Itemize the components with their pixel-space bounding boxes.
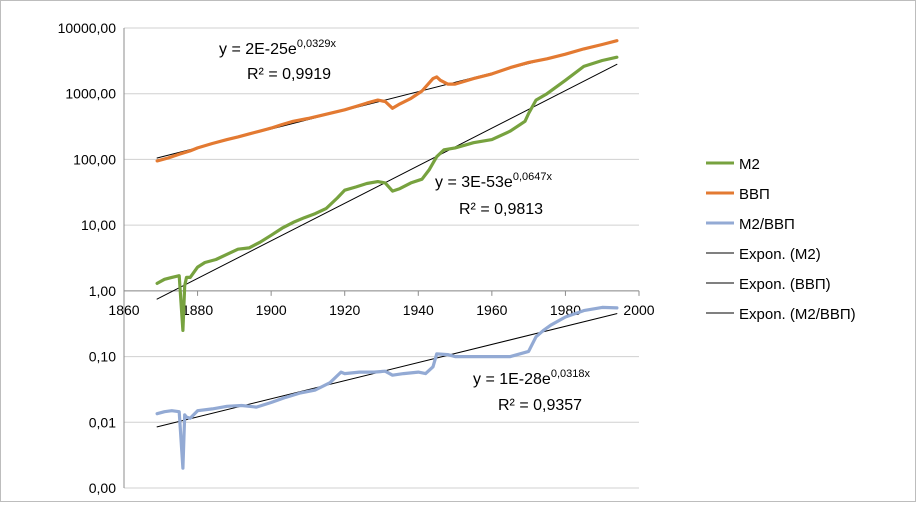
y-tick-label: 1000,00 — [65, 86, 116, 102]
y-tick-label: 100,00 — [73, 151, 116, 167]
y-tick-label: 0,10 — [89, 349, 116, 365]
legend-label: Expon. (M2) — [739, 246, 821, 263]
series-line-ввп — [155, 39, 619, 163]
y-tick-label: 1,00 — [89, 283, 116, 299]
legend-label: М2/ВВП — [739, 216, 795, 233]
x-tick-label: 1880 — [182, 302, 213, 318]
annotation-3-line1: y = 1E-28e0,0318x — [473, 368, 590, 388]
annotation-1-line2: R² = 0,9919 — [247, 66, 331, 83]
y-tick-label: 10,00 — [81, 217, 116, 233]
legend-label: M2 — [739, 156, 760, 173]
x-tick-label: 1940 — [403, 302, 434, 318]
legend-label: Expon. (ВВП) — [739, 276, 831, 293]
legend: M2 ВВП М2/ВВП Expon. (M2) Expon. (ВВП) Expon.… — [706, 156, 856, 323]
series-line-m2 — [155, 55, 619, 332]
y-tick-label: 10000,00 — [58, 20, 117, 36]
annotation-2-line2: R² = 0,9813 — [459, 201, 543, 218]
series-layer — [155, 39, 619, 470]
legend-label: Expon. (M2/ВВП) — [739, 306, 856, 323]
annotation-2-line1: y = 3E-53e0,0647x — [435, 171, 552, 191]
annotation-3-line2: R² = 0,9357 — [498, 397, 582, 414]
y-tick-label: 0,00 — [89, 480, 116, 496]
x-tick-label: 1920 — [329, 302, 360, 318]
series-line-м2-ввп — [155, 305, 619, 470]
annotation-layer: y = 2E-25e0,0329x R² = 0,9919 y = 3E-53e… — [219, 38, 590, 414]
x-tick-label: 2000 — [623, 302, 654, 318]
legend-label: ВВП — [739, 186, 770, 203]
series-line-expon-m2- — [156, 63, 618, 300]
y-tick-label: 0,01 — [89, 414, 116, 430]
axis-layer: 10000,00 1000,00 100,00 10,00 1,00 0,10 0,01 0,… — [58, 20, 655, 496]
annotation-1-line1: y = 2E-25e0,0329x — [219, 38, 336, 58]
x-tick-label: 1960 — [476, 302, 507, 318]
x-tick-label: 1900 — [256, 302, 287, 318]
x-tick-label: 1860 — [108, 302, 139, 318]
grid-layer — [124, 27, 639, 489]
